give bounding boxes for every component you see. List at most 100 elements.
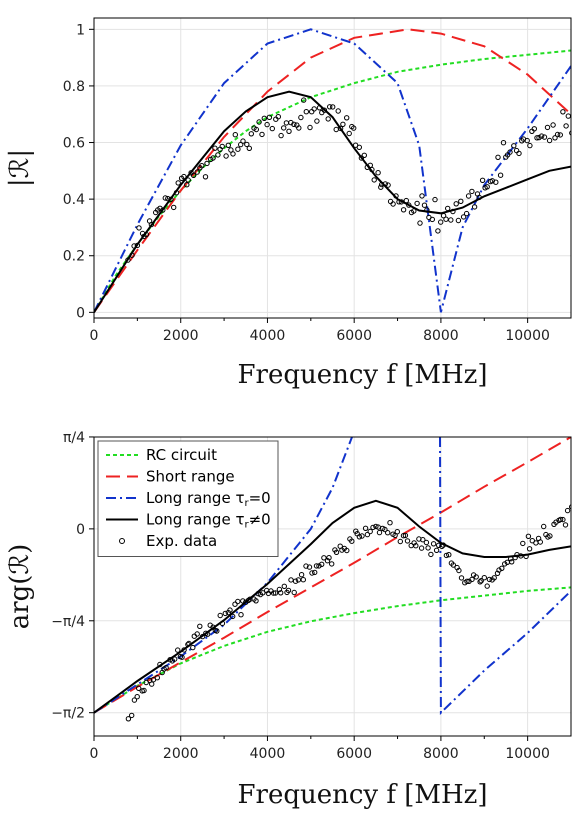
data-point (311, 106, 317, 112)
data-point (162, 195, 169, 201)
x-tick-label: 6000 (336, 328, 372, 344)
plot-frame (93, 436, 572, 737)
data-point (465, 193, 472, 199)
data-point (173, 190, 180, 196)
chart-panel-2: 0 2000 4000 6000 8000 10000 π/4 0 −π/4 −π/2 Freque… (5, 430, 572, 810)
data-point (438, 219, 444, 225)
data-point (240, 598, 246, 604)
x-tick-label: 10000 (505, 328, 550, 344)
data-point (270, 590, 277, 596)
data-point (253, 126, 259, 133)
data-point (525, 533, 532, 539)
data-point (291, 589, 297, 596)
data-point (316, 105, 323, 111)
data-point (319, 561, 325, 567)
data-point (134, 694, 140, 700)
data-point (125, 716, 132, 722)
data-point (403, 197, 409, 204)
data-point (448, 217, 454, 223)
data-point (349, 538, 355, 544)
data-point (376, 529, 383, 536)
data-point (185, 177, 191, 183)
y-axis-label: |ℛ| (5, 149, 35, 187)
data-point (526, 546, 533, 552)
series-line-short (94, 28, 571, 313)
data-point (335, 108, 341, 114)
x-tick-label: 8000 (423, 328, 459, 344)
data-point (564, 507, 571, 514)
data-point (385, 182, 391, 188)
x-tick-label: 4000 (250, 328, 286, 344)
data-point (562, 522, 569, 528)
data-point (125, 257, 131, 263)
data-point (421, 202, 428, 208)
data-point (456, 567, 462, 574)
y-tick-label: 0.8 (63, 79, 85, 95)
data-point (417, 220, 423, 226)
data-point (212, 145, 218, 151)
data-point (181, 647, 187, 653)
data-point (197, 623, 203, 629)
data-point (292, 578, 299, 584)
data-point (266, 114, 273, 121)
data-point (385, 530, 391, 536)
data-point (394, 529, 400, 535)
data-point (227, 607, 233, 613)
data-point (219, 620, 226, 627)
data-point (185, 641, 191, 648)
data-point (303, 563, 309, 569)
data-point (523, 553, 529, 560)
data-point (463, 210, 470, 217)
data-point (534, 135, 540, 141)
data-point (518, 553, 524, 559)
x-tick-label: 0 (90, 746, 99, 762)
data-point (433, 547, 440, 553)
data-point (199, 163, 205, 169)
data-point (479, 177, 486, 184)
data-point (215, 152, 221, 158)
data-point (538, 133, 545, 139)
data-point (396, 199, 402, 205)
data-point (537, 539, 543, 545)
data-point (499, 565, 505, 571)
data-point (509, 559, 515, 565)
data-point (554, 131, 561, 138)
data-point (232, 132, 239, 138)
data-point (235, 146, 241, 152)
data-point (375, 170, 381, 176)
data-point (306, 564, 313, 570)
data-point (321, 555, 327, 561)
series-line-long (94, 90, 571, 313)
data-point (364, 531, 371, 538)
data-point (393, 193, 399, 199)
data-point (246, 145, 253, 152)
data-point (344, 115, 350, 121)
data-point (307, 124, 313, 131)
data-point (337, 125, 344, 132)
series-line-long0 (94, 28, 571, 313)
data-point (333, 549, 340, 555)
data-point (563, 123, 569, 129)
y-tick-label: π/4 (63, 430, 85, 446)
x-axis-label: Frequency f [MHz] (237, 780, 487, 810)
data-point (382, 526, 388, 533)
data-point (450, 208, 456, 215)
data-point (430, 541, 437, 547)
data-point (238, 612, 244, 618)
data-point (473, 574, 479, 580)
data-point (131, 697, 138, 703)
data-point (275, 114, 281, 120)
data-point (235, 598, 241, 605)
legend-label-short: Short range (146, 468, 235, 486)
x-tick-label: 2000 (163, 746, 199, 762)
data-point (511, 143, 517, 149)
data-point (370, 524, 376, 531)
data-point (358, 155, 365, 161)
x-tick-label: 0 (90, 328, 99, 344)
data-point (210, 155, 216, 161)
x-tick-label: 2000 (163, 328, 199, 344)
data-point (312, 569, 318, 576)
data-point (420, 537, 426, 543)
data-point (477, 579, 483, 585)
data-point (286, 128, 292, 135)
